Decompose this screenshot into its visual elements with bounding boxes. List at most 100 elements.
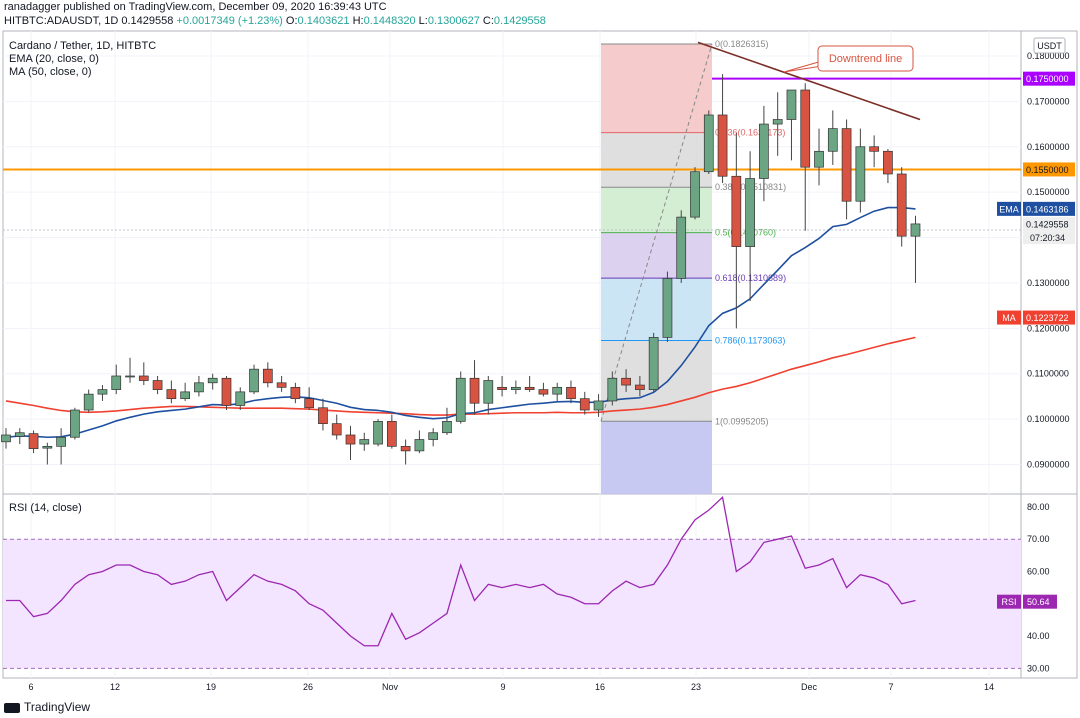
candle-body: [717, 114, 728, 177]
legend-ma: MA (50, close, 0): [9, 66, 92, 78]
rsi-line: [6, 495, 916, 647]
candle-body: [759, 123, 769, 179]
legend-ema: EMA (20, close, 0): [9, 53, 99, 65]
open-label: O:: [285, 15, 298, 27]
candle-body: [455, 377, 466, 422]
price-badges: 0.1750000 0.1550000 0.1463186 0.1429558 07:2…: [997, 71, 1075, 609]
candle: [648, 332, 659, 392]
candle-body: [676, 216, 687, 279]
candle: [318, 398, 328, 431]
candle: [786, 89, 797, 161]
time-tick-label: 14: [984, 682, 994, 692]
candle-body: [800, 89, 811, 168]
candle: [579, 391, 590, 415]
candle-body: [538, 389, 549, 395]
candle: [497, 375, 507, 397]
fib-zone: [601, 44, 712, 133]
candle-body: [593, 400, 604, 411]
time-tick-label: 23: [691, 682, 701, 692]
candle-body: [648, 337, 659, 390]
publish-info: ranadagger published on TradingView.com,…: [4, 1, 387, 13]
rsi-value-badge: 50.64: [1027, 597, 1050, 607]
price-tick-label: 0.1100000: [1027, 369, 1069, 379]
last-price-badge: 0.1429558: [1026, 220, 1069, 230]
candle-body: [579, 398, 590, 411]
candle-body: [97, 389, 108, 395]
candle: [359, 432, 370, 451]
candle: [896, 167, 907, 247]
price-change: +0.0017349 (+1.23%): [176, 15, 283, 27]
annotation-callout[interactable]: Downtrend line: [783, 45, 914, 73]
candle: [552, 382, 563, 401]
candle-body: [607, 377, 618, 402]
candle: [635, 375, 645, 397]
candle-body: [290, 386, 301, 400]
fibonacci-retracement[interactable]: 0(0.1826315)0.236(0.1631173)0.382(0.1510…: [600, 39, 786, 494]
candles: [1, 74, 921, 465]
candle-body: [276, 382, 287, 388]
brand-name: TradingView: [24, 700, 91, 714]
rsi-tick-label: 60.00: [1027, 566, 1050, 576]
candle-body: [345, 434, 356, 445]
candle: [304, 387, 315, 411]
downtrend-line[interactable]: [697, 41, 921, 121]
time-tick-label: 26: [303, 682, 313, 692]
candle-body: [194, 382, 204, 393]
candle-body: [331, 423, 342, 436]
candle: [152, 375, 163, 395]
ma-tag: MA: [1002, 313, 1016, 323]
candle: [138, 362, 149, 386]
candle: [469, 360, 480, 415]
candle-body: [841, 128, 852, 202]
rsi-tick-label: 80.00: [1027, 502, 1050, 512]
orange-level-badge: 0.1550000: [1026, 165, 1069, 175]
candle-body: [166, 389, 177, 400]
candle: [386, 414, 397, 449]
candle-body: [814, 150, 824, 168]
price-tick-label: 0.1300000: [1027, 278, 1070, 288]
candle: [703, 110, 714, 174]
fib-zone: [601, 278, 712, 341]
candle-body: [511, 386, 521, 390]
footer-brand[interactable]: TradingView: [4, 700, 90, 714]
callout-box: [817, 45, 914, 72]
candle-body: [138, 375, 149, 381]
candle-body: [442, 421, 452, 434]
currency-badge-box[interactable]: [1033, 37, 1066, 54]
candle: [70, 407, 80, 440]
rsi-band: [3, 539, 1021, 669]
candle: [745, 151, 755, 302]
candle: [400, 439, 411, 465]
candle-body: [896, 173, 907, 237]
ma-tag-bg: [997, 310, 1021, 325]
candle: [855, 128, 866, 213]
candle: [111, 364, 122, 395]
candle-body: [745, 178, 755, 247]
time-tick-label: 9: [500, 682, 505, 692]
legend-title: Cardano / Tether, 1D, HITBTC: [9, 40, 156, 52]
candle-body: [262, 368, 273, 384]
time-tick-label: 7: [888, 682, 893, 692]
tradingview-logo-icon: [4, 702, 20, 713]
candle: [235, 387, 246, 411]
candle: [690, 167, 700, 220]
candle: [717, 74, 728, 184]
price-tick-label: 0.1000000: [1027, 414, 1070, 424]
symbol-label: HITBTC:ADAUSDT, 1D: [4, 15, 119, 27]
fib-level-label: 0.786(0.1173063): [715, 336, 785, 346]
candle: [455, 371, 466, 424]
downtrend-line-segment: [697, 41, 921, 121]
ohlc-bar: HITBTC:ADAUSDT, 1D 0.1429558 +0.0017349 …: [4, 15, 546, 27]
fib-level-label: 0(0.1826315): [715, 39, 769, 49]
close-label: C:: [482, 15, 494, 27]
price-tick-label: 0.0900000: [1027, 459, 1070, 469]
candle-body: [304, 398, 315, 409]
candle: [524, 375, 535, 392]
candle: [276, 375, 287, 392]
candle: [345, 425, 356, 460]
countdown-timer: 07:20:34: [1030, 233, 1065, 243]
candle-body: [662, 278, 673, 338]
ma-value-badge: 0.1223722: [1026, 313, 1069, 323]
close-value: 0.1429558: [493, 15, 546, 27]
